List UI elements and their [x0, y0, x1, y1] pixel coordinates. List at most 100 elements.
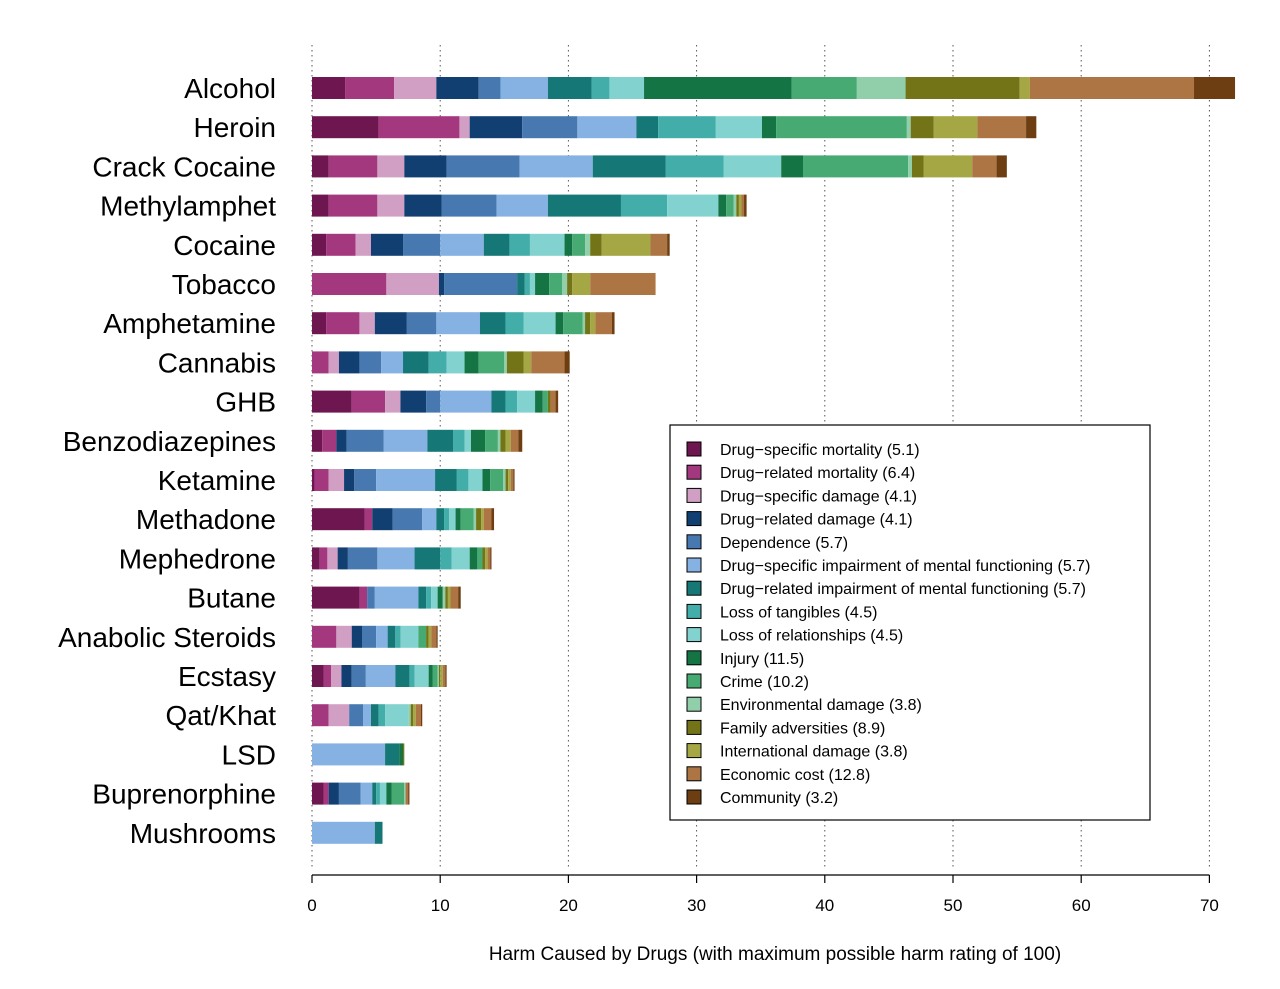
bar-segment — [478, 351, 505, 374]
bar-segment — [326, 233, 356, 256]
bar-segment — [322, 429, 337, 452]
bar-buprenorphine — [312, 782, 410, 805]
x-tick-label: 20 — [559, 896, 578, 915]
legend-label: Drug−related damage (4.1) — [720, 512, 913, 529]
category-label: Anabolic Steroids — [58, 622, 276, 653]
bar-segment — [505, 312, 524, 335]
bar-segment — [376, 469, 436, 491]
bar-segment — [444, 508, 450, 531]
bar-segment — [351, 390, 386, 413]
bar-segment — [464, 429, 471, 452]
bar-segment — [477, 547, 483, 570]
bar-segment — [336, 429, 347, 452]
legend-swatch — [686, 719, 702, 735]
x-tick-label: 40 — [815, 896, 834, 915]
bar-segment — [490, 469, 504, 491]
bar-segment — [312, 782, 324, 805]
category-label: Qat/Khat — [165, 700, 276, 731]
bar-segment — [312, 273, 387, 295]
bar-segment — [414, 665, 429, 687]
bar-segment — [312, 586, 360, 609]
bar-ketamine — [312, 469, 515, 491]
bar-segment — [491, 390, 506, 413]
bar-segment — [620, 194, 668, 217]
bar-segment — [312, 233, 327, 256]
bar-segment — [432, 665, 438, 687]
legend-swatch — [686, 627, 702, 643]
bar-segment — [367, 586, 375, 609]
bar-segment — [547, 77, 592, 99]
bar-segment — [478, 77, 501, 99]
bar-segment — [440, 665, 443, 687]
legend-label: Economic cost (12.8) — [720, 767, 870, 784]
bar-segment — [400, 390, 427, 413]
bar-segment — [487, 547, 491, 570]
bar-segment — [476, 508, 482, 531]
bar-segment — [482, 469, 491, 491]
bar-segment — [450, 586, 459, 609]
bar-qat-khat — [312, 704, 423, 727]
legend-swatch — [686, 696, 702, 712]
bar-segment — [347, 547, 378, 570]
bar-segment — [359, 351, 382, 374]
legend-box — [669, 424, 1151, 821]
bar-segment — [485, 429, 498, 452]
bar-segment — [385, 743, 400, 766]
legend-swatch — [686, 487, 702, 503]
bar-segment — [312, 508, 365, 531]
legend-swatch — [686, 766, 702, 782]
category-label: GHB — [215, 387, 276, 418]
bar-segment — [482, 547, 486, 570]
bar-segment — [564, 351, 570, 374]
bar-segment — [440, 233, 484, 256]
bar-segment — [405, 782, 409, 805]
bar-segment — [736, 194, 739, 217]
bar-segment — [504, 351, 507, 374]
category-label: LSD — [222, 739, 276, 770]
bar-segment — [564, 233, 573, 256]
bar-segment — [718, 194, 727, 217]
bar-segment — [667, 194, 719, 217]
bar-segment — [328, 351, 339, 374]
bar-segment — [436, 625, 438, 648]
bar-segment — [547, 194, 621, 217]
bar-segment — [591, 77, 610, 99]
legend-label: International damage (3.8) — [720, 744, 908, 761]
bar-segment — [427, 429, 454, 452]
bar-segment — [381, 351, 404, 374]
legend-item: Drug−specific impairment of mental funct… — [686, 557, 1090, 575]
bar-segment — [426, 586, 432, 609]
bar-segment — [361, 625, 377, 648]
bar-segment — [336, 625, 352, 648]
bar-segment — [338, 782, 361, 805]
bar-segment — [442, 586, 446, 609]
bar-segment — [595, 312, 612, 335]
bar-segment — [761, 116, 777, 139]
bar-segment — [572, 233, 586, 256]
legend-label: Crime (10.2) — [720, 674, 809, 691]
legend-swatch — [686, 441, 702, 457]
bar-segment — [972, 155, 997, 178]
bar-segment — [435, 469, 457, 491]
bar-segment — [500, 429, 506, 452]
bar-segment — [391, 782, 405, 805]
legend-item: Drug−specific damage (4.1) — [686, 487, 917, 505]
x-tick-label: 0 — [307, 896, 316, 915]
legend-item: Drug−related mortality (6.4) — [686, 464, 915, 482]
bar-segment — [508, 469, 511, 491]
bar-segment — [733, 194, 737, 217]
bar-segment — [312, 665, 324, 687]
bar-segment — [408, 782, 410, 805]
bar-segment — [436, 508, 445, 531]
bar-segment — [312, 155, 329, 178]
category-label: Crack Cocaine — [92, 151, 276, 182]
bar-cocaine — [312, 233, 670, 256]
legend-item: Family adversities (8.9) — [686, 719, 885, 737]
bar-anabolic-steroids — [312, 625, 438, 648]
bar-segment — [459, 116, 470, 139]
bar-segment — [446, 155, 520, 178]
bar-segment — [933, 116, 978, 139]
bar-segment — [490, 547, 492, 570]
bar-segment — [905, 77, 1020, 99]
